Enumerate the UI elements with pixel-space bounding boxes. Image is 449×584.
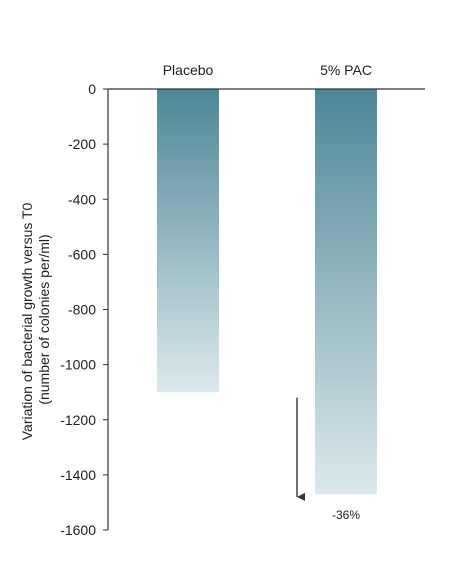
y-ticks: 0 -200 -400 -600 -800 -1000 -1200 -1400 -1600 (60, 81, 108, 538)
y-tick-label: -800 (68, 302, 96, 318)
y-tick-label: -1600 (60, 522, 96, 538)
category-label: Placebo (163, 62, 214, 78)
y-tick-label: -1400 (60, 467, 96, 483)
y-axis-title-line-1: Variation of bacterial growth versus T0 (19, 202, 35, 440)
y-axis-title-line-2: (number of colonies per/ml) (36, 234, 52, 404)
y-axis-title: Variation of bacterial growth versus T0 … (19, 199, 52, 441)
bar-placebo (157, 89, 219, 393)
y-tick-label: -600 (68, 246, 96, 262)
axes (107, 88, 425, 530)
y-tick-label: -200 (68, 136, 96, 152)
category-label: 5% PAC (320, 62, 372, 78)
y-tick-label: -1200 (60, 412, 96, 428)
annotation: -36% (296, 397, 360, 522)
category-labels: Placebo 5% PAC (163, 62, 372, 78)
y-tick-label: -1000 (60, 357, 96, 373)
bar-5-pac (315, 89, 377, 495)
y-tick-label: 0 (88, 81, 96, 97)
bars (157, 89, 377, 495)
y-tick-label: -400 (68, 191, 96, 207)
percent-change-label: -36% (332, 508, 360, 522)
